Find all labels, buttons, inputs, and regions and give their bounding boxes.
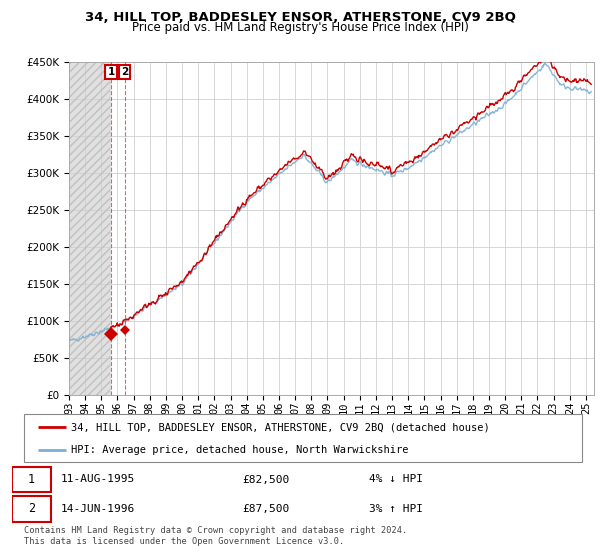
FancyBboxPatch shape — [12, 466, 51, 492]
Text: 3% ↑ HPI: 3% ↑ HPI — [369, 504, 423, 514]
Text: HPI: Average price, detached house, North Warwickshire: HPI: Average price, detached house, Nort… — [71, 445, 409, 455]
FancyBboxPatch shape — [24, 414, 582, 462]
Text: 4% ↓ HPI: 4% ↓ HPI — [369, 474, 423, 484]
FancyBboxPatch shape — [12, 496, 51, 522]
Bar — [69, 62, 110, 395]
Text: 2: 2 — [28, 502, 35, 515]
Text: 14-JUN-1996: 14-JUN-1996 — [61, 504, 135, 514]
Text: £87,500: £87,500 — [242, 504, 290, 514]
Text: 1: 1 — [107, 67, 115, 77]
Text: Contains HM Land Registry data © Crown copyright and database right 2024.
This d: Contains HM Land Registry data © Crown c… — [24, 526, 407, 546]
Text: 11-AUG-1995: 11-AUG-1995 — [61, 474, 135, 484]
Text: 34, HILL TOP, BADDESLEY ENSOR, ATHERSTONE, CV9 2BQ: 34, HILL TOP, BADDESLEY ENSOR, ATHERSTON… — [85, 11, 515, 24]
Text: 2: 2 — [121, 67, 128, 77]
Text: 1: 1 — [28, 473, 35, 486]
Bar — [69, 62, 110, 395]
Text: 34, HILL TOP, BADDESLEY ENSOR, ATHERSTONE, CV9 2BQ (detached house): 34, HILL TOP, BADDESLEY ENSOR, ATHERSTON… — [71, 422, 490, 432]
Text: £82,500: £82,500 — [242, 474, 290, 484]
Text: Price paid vs. HM Land Registry's House Price Index (HPI): Price paid vs. HM Land Registry's House … — [131, 21, 469, 34]
